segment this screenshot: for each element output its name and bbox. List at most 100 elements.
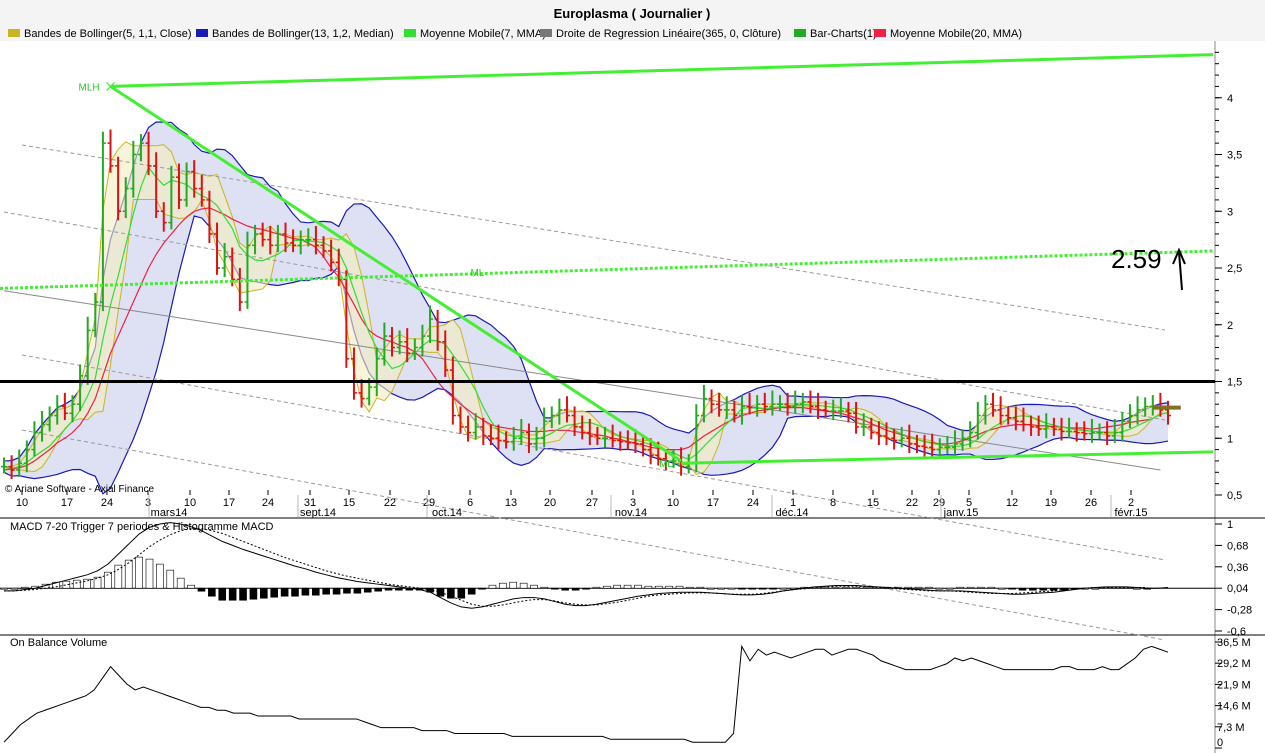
x-day-label: 26: [1085, 497, 1097, 509]
macd-histogram-bar: [862, 586, 871, 589]
bollinger13-upper: [3, 121, 1169, 462]
macd-histogram-bar: [727, 587, 736, 590]
legend-item: Bandes de Bollinger(5, 1,1, Close): [24, 28, 192, 40]
legend-item: Droite de Regression Linéaire(365, 0, Cl…: [556, 28, 781, 40]
x-day-label: 19: [1045, 497, 1057, 509]
macd-histogram-bar: [717, 587, 725, 590]
macd-histogram-bar: [966, 586, 975, 589]
macd-histogram-bar: [467, 587, 476, 595]
macd-histogram-bar: [311, 587, 320, 596]
regression-channel-line: [21, 354, 1166, 561]
macd-histogram-bar: [270, 587, 279, 598]
legend: Bandes de Bollinger(5, 1,1, Close) Bandes…: [8, 28, 1022, 40]
macd-histogram-bar: [478, 587, 486, 590]
obv-chart: [3, 644, 1169, 743]
legend-swatch: [404, 29, 416, 37]
macd-histogram-bar: [561, 587, 570, 591]
macd-histogram-bar: [208, 587, 216, 597]
macd-histogram-bar: [925, 586, 933, 589]
macd-histogram-bar: [239, 587, 247, 601]
macd-tick-label: -0,6: [1227, 626, 1246, 638]
y-tick-label: 2: [1227, 320, 1233, 332]
macd-histogram-bar: [291, 587, 299, 597]
macd-histogram-bar: [540, 586, 549, 589]
mlh-label: MLH: [659, 459, 680, 470]
macd-histogram-bar: [353, 587, 362, 594]
macd-histogram-bar: [706, 587, 715, 590]
y-tick-label: 1: [1227, 433, 1233, 445]
x-month-label: janv.15: [943, 507, 979, 519]
bollinger13-lower: [3, 215, 1169, 495]
macd-histogram-bar: [956, 586, 964, 589]
macd-histogram-bar: [977, 586, 985, 589]
legend-item: Moyenne Mobile(7, MMA): [420, 28, 546, 40]
legend-swatch: [8, 29, 20, 37]
macd-histogram-bar: [343, 587, 351, 594]
macd-histogram-bar: [613, 584, 621, 589]
x-day-label: 29: [423, 497, 435, 509]
x-month-label: févr.15: [1114, 507, 1147, 519]
macd-histogram-bar: [935, 587, 944, 590]
x-day-label: 13: [505, 497, 517, 509]
regression-channel-line: [3, 211, 1166, 421]
mlh-marker-icon: [106, 81, 115, 91]
macd-histogram-bar: [166, 569, 175, 589]
x-day-label: 17: [223, 497, 235, 509]
legend-swatch: [874, 29, 886, 37]
macd-histogram-bar: [447, 587, 455, 599]
macd-tick-label: -0,28: [1227, 605, 1252, 617]
macd-histogram-bar: [83, 578, 91, 589]
macd-histogram-bar: [260, 587, 268, 599]
y-tick-label: 4: [1227, 93, 1233, 105]
copyright-text: © Ariane Software - Axial Finance: [5, 484, 155, 495]
x-day-label: 31: [304, 497, 316, 509]
macd-tick-label: 0,04: [1227, 583, 1248, 595]
x-month-label: nov.14: [615, 507, 647, 519]
chart-title: Europlasma ( Journalier ): [554, 6, 711, 21]
macd-histogram-bar: [665, 585, 673, 589]
x-day-label: 15: [867, 497, 879, 509]
x-day-label: 12: [1006, 497, 1018, 509]
macd-histogram-bar: [997, 587, 1006, 590]
x-day-label: 10: [184, 497, 196, 509]
macd-histogram-bar: [592, 586, 601, 589]
obv-tick-label: 7,3 M: [1217, 722, 1245, 734]
macd-histogram-bar: [384, 587, 393, 591]
x-month-label: mars14: [151, 507, 188, 519]
x-day-label: 10: [667, 497, 679, 509]
macd-histogram-bar: [145, 558, 154, 589]
x-day-label: 24: [262, 497, 274, 509]
legend-bar: [0, 25, 1265, 41]
macd-histogram-bar: [1039, 587, 1048, 591]
ml-label: ML: [470, 268, 484, 279]
x-day-label: 17: [61, 497, 73, 509]
macd-histogram-bar: [488, 584, 497, 589]
macd-histogram-bar: [1091, 587, 1100, 590]
x-day-label: 29: [933, 497, 945, 509]
macd-histogram-bar: [1049, 587, 1058, 591]
x-day-label: 2: [1128, 497, 1134, 509]
macd-histogram-bar: [945, 587, 954, 590]
macd-histogram-bar: [914, 586, 923, 589]
bollinger13-fill: [4, 122, 1168, 494]
x-day-label: 6: [467, 497, 473, 509]
y-tick-label: 3: [1227, 206, 1233, 218]
macd-histogram-bar: [135, 556, 143, 589]
ma7-line: [3, 166, 1169, 469]
x-day-label: 10: [16, 497, 28, 509]
macd-histogram-bar: [10, 587, 19, 590]
macd-histogram-bar: [104, 571, 112, 589]
macd-histogram-bar: [842, 586, 850, 589]
macd-histogram-bar: [530, 584, 538, 589]
macd-histogram-bar: [509, 581, 518, 589]
x-month-label: oct.14: [432, 507, 462, 519]
x-day-label: 3: [145, 497, 151, 509]
x-day-label: 1: [790, 497, 796, 509]
regression-channel-line: [21, 144, 1166, 331]
macd-histogram-bar: [987, 586, 996, 589]
obv-y-axis: 36,5 M 29,2 M 21,9 M 14,6 M 7,3 M 0: [1215, 637, 1251, 749]
macd-histogram-bar: [197, 587, 206, 592]
x-day-label: 24: [101, 497, 113, 509]
macd-histogram-bar: [758, 587, 767, 590]
